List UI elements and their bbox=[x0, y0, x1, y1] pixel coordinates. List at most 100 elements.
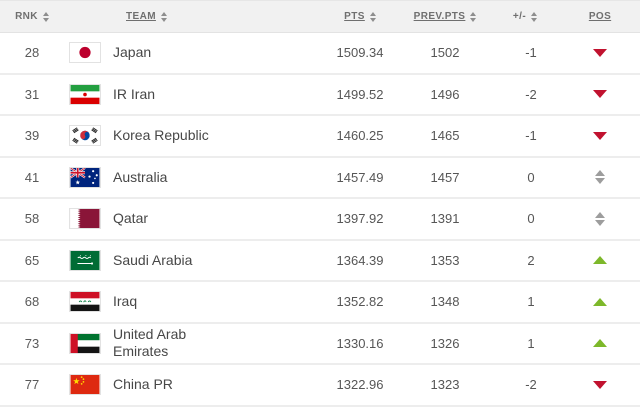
table-row[interactable]: 68 Iraq 1352.82 1348 1 bbox=[0, 282, 640, 324]
pts-value: 1397.92 bbox=[336, 211, 384, 227]
team-cell: IR Iran bbox=[64, 75, 320, 115]
table-row[interactable]: 39 bbox=[0, 116, 640, 158]
pts-value: 1364.39 bbox=[336, 252, 384, 268]
japan-flag-icon bbox=[69, 42, 101, 64]
position-change-icon bbox=[593, 380, 607, 389]
header-pts[interactable]: PTS bbox=[320, 1, 400, 32]
header-prev-pts-label: PREV.PTS bbox=[413, 11, 466, 22]
rank-value: 73 bbox=[24, 335, 40, 351]
prev-pts-value: 1457 bbox=[430, 169, 460, 185]
sort-icon[interactable] bbox=[470, 12, 476, 22]
team-cell: Iraq bbox=[64, 282, 320, 322]
team-name[interactable]: Korea Republic bbox=[113, 127, 209, 144]
position-change-icon bbox=[593, 256, 607, 265]
position-change-icon bbox=[593, 297, 607, 306]
sort-icon[interactable] bbox=[161, 12, 167, 22]
position-change-icon bbox=[595, 170, 605, 184]
team-name[interactable]: IR Iran bbox=[113, 85, 156, 102]
header-team-label: TEAM bbox=[126, 11, 156, 22]
team-cell: China PR bbox=[64, 365, 320, 405]
header-team[interactable]: TEAM bbox=[64, 1, 320, 32]
team-name[interactable]: Japan bbox=[113, 44, 152, 61]
pts-value: 1330.16 bbox=[336, 335, 384, 351]
table-row[interactable]: 58 Qatar 1397.92 1391 0 bbox=[0, 199, 640, 241]
uae-flag-icon bbox=[69, 332, 101, 354]
plus-minus-value: 1 bbox=[527, 335, 535, 351]
pts-value: 1460.25 bbox=[336, 128, 384, 144]
team-name[interactable]: Iraq bbox=[113, 293, 138, 310]
plus-minus-value: 2 bbox=[527, 252, 535, 268]
sort-icon[interactable] bbox=[370, 12, 376, 22]
team-cell: Japan bbox=[64, 33, 320, 73]
saudi-arabia-flag-icon bbox=[69, 249, 101, 271]
rank-value: 68 bbox=[24, 294, 40, 310]
header-plus-minus[interactable]: +/- bbox=[490, 1, 560, 32]
header-plus-minus-label: +/- bbox=[512, 11, 527, 22]
plus-minus-value: 1 bbox=[527, 294, 535, 310]
iran-flag-icon bbox=[69, 83, 101, 105]
position-change-icon bbox=[593, 131, 607, 140]
plus-minus-value: -1 bbox=[525, 45, 537, 61]
rank-value: 77 bbox=[24, 377, 40, 393]
rank-value: 58 bbox=[24, 211, 40, 227]
team-cell: Korea Republic bbox=[64, 116, 320, 156]
rank-value: 65 bbox=[24, 252, 40, 268]
prev-pts-value: 1326 bbox=[430, 335, 460, 351]
position-change-icon bbox=[593, 90, 607, 99]
table-row[interactable]: 73 United Arab Emirates 1330.16 1326 1 bbox=[0, 323, 640, 365]
team-name[interactable]: Qatar bbox=[113, 210, 149, 227]
position-change-icon bbox=[593, 48, 607, 57]
prev-pts-value: 1323 bbox=[430, 377, 460, 393]
table-header: RNK TEAM PTS PREV.PTS +/- POS bbox=[0, 0, 640, 33]
header-rnk[interactable]: RNK bbox=[0, 1, 64, 32]
team-name[interactable]: Saudi Arabia bbox=[113, 251, 193, 268]
pts-value: 1322.96 bbox=[336, 377, 384, 393]
position-change-icon bbox=[595, 212, 605, 226]
team-cell: Saudi Arabia bbox=[64, 241, 320, 281]
team-name[interactable]: United Arab Emirates bbox=[113, 326, 187, 360]
team-cell: United Arab Emirates bbox=[64, 324, 320, 364]
qatar-flag-icon bbox=[69, 208, 101, 230]
team-name[interactable]: Australia bbox=[113, 168, 168, 185]
plus-minus-value: 0 bbox=[527, 211, 535, 227]
position-change-icon bbox=[593, 339, 607, 348]
rank-value: 39 bbox=[24, 128, 40, 144]
table-row[interactable]: 77 China PR 1322.96 1323 -2 bbox=[0, 365, 640, 407]
team-cell: Qatar bbox=[64, 199, 320, 239]
prev-pts-value: 1353 bbox=[430, 252, 460, 268]
pts-value: 1509.34 bbox=[336, 45, 384, 61]
plus-minus-value: -1 bbox=[525, 128, 537, 144]
rank-value: 28 bbox=[24, 45, 40, 61]
sort-icon[interactable] bbox=[43, 12, 49, 22]
prev-pts-value: 1348 bbox=[430, 294, 460, 310]
prev-pts-value: 1391 bbox=[430, 211, 460, 227]
plus-minus-value: -2 bbox=[525, 377, 537, 393]
table-row[interactable]: 41 Australia 1457.49 1457 0 bbox=[0, 157, 640, 199]
table-row[interactable]: 31 IR Iran 1499.52 1496 -2 bbox=[0, 74, 640, 116]
iraq-flag-icon bbox=[69, 291, 101, 313]
prev-pts-value: 1496 bbox=[430, 86, 460, 102]
sort-icon[interactable] bbox=[531, 12, 537, 22]
rank-value: 41 bbox=[24, 169, 40, 185]
prev-pts-value: 1502 bbox=[430, 45, 460, 61]
korea-republic-flag-icon bbox=[69, 125, 101, 147]
team-cell: Australia bbox=[64, 158, 320, 198]
australia-flag-icon bbox=[69, 166, 101, 188]
table-row[interactable]: 28 Japan 1509.34 1502 -1 bbox=[0, 33, 640, 75]
rank-value: 31 bbox=[24, 86, 40, 102]
plus-minus-value: -2 bbox=[525, 86, 537, 102]
pts-value: 1352.82 bbox=[336, 294, 384, 310]
header-pos[interactable]: POS bbox=[560, 1, 640, 32]
header-pts-label: PTS bbox=[344, 11, 365, 22]
header-prev-pts[interactable]: PREV.PTS bbox=[400, 1, 490, 32]
team-name[interactable]: China PR bbox=[113, 376, 173, 393]
header-pos-label: POS bbox=[588, 11, 612, 22]
pts-value: 1499.52 bbox=[336, 86, 384, 102]
plus-minus-value: 0 bbox=[527, 169, 535, 185]
china-flag-icon bbox=[69, 374, 101, 396]
header-rnk-label: RNK bbox=[15, 11, 38, 22]
prev-pts-value: 1465 bbox=[430, 128, 460, 144]
table-row[interactable]: 65 Saudi Arabia 1364.39 1353 2 bbox=[0, 240, 640, 282]
pts-value: 1457.49 bbox=[336, 169, 384, 185]
